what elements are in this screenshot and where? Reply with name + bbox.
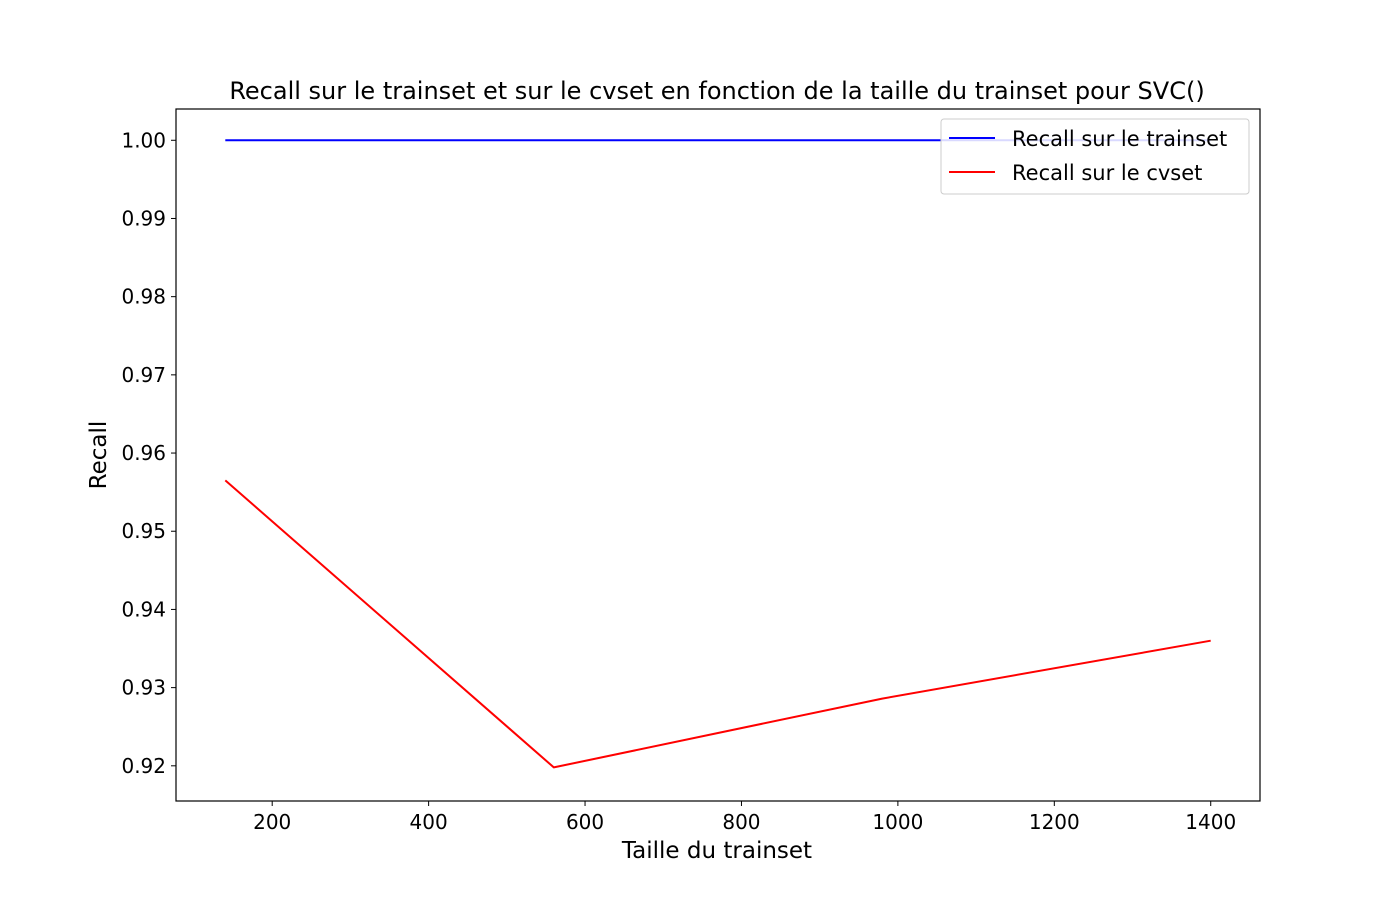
x-tick-label: 1000 bbox=[872, 810, 923, 834]
y-tick-label: 0.98 bbox=[121, 285, 166, 309]
y-tick-label: 0.96 bbox=[121, 441, 166, 465]
series-layer bbox=[224, 139, 1211, 769]
legend-label-2: Recall sur le cvset bbox=[1012, 161, 1202, 185]
y-tick-label: 0.97 bbox=[121, 363, 166, 387]
y-tick-label: 1.00 bbox=[121, 128, 166, 152]
x-tick-label: 1400 bbox=[1185, 810, 1236, 834]
y-tick-label: 0.99 bbox=[121, 206, 166, 230]
y-tick-label: 0.93 bbox=[121, 676, 166, 700]
y-tick-label: 0.94 bbox=[121, 597, 166, 621]
legend-label-1: Recall sur le trainset bbox=[1012, 127, 1227, 151]
x-tick-label: 1200 bbox=[1029, 810, 1080, 834]
chart-title: Recall sur le trainset et sur le cvset e… bbox=[229, 77, 1204, 105]
legend-box bbox=[940, 118, 1250, 195]
plot-area bbox=[175, 108, 1261, 802]
y-axis: 0.92 0.93 0.94 0.95 0.96 0.97 0.98 0.99 1.00 bbox=[121, 128, 176, 778]
y-tick-label: 0.92 bbox=[121, 754, 166, 778]
x-axis-label: Taille du trainset bbox=[621, 838, 812, 864]
y-tick-label: 0.95 bbox=[121, 519, 166, 543]
y-axis-label: Recall bbox=[86, 421, 112, 490]
x-tick-label: 600 bbox=[566, 810, 604, 834]
x-tick-label: 800 bbox=[722, 810, 760, 834]
x-tick-label: 200 bbox=[253, 810, 291, 834]
plot-frame bbox=[175, 108, 1261, 802]
x-axis: 200 400 600 800 1000 1200 1400 bbox=[253, 801, 1236, 834]
legend: Recall sur le trainset Recall sur le cvse… bbox=[940, 118, 1250, 195]
x-tick-label: 400 bbox=[410, 810, 448, 834]
series-line-2 bbox=[224, 479, 1211, 769]
